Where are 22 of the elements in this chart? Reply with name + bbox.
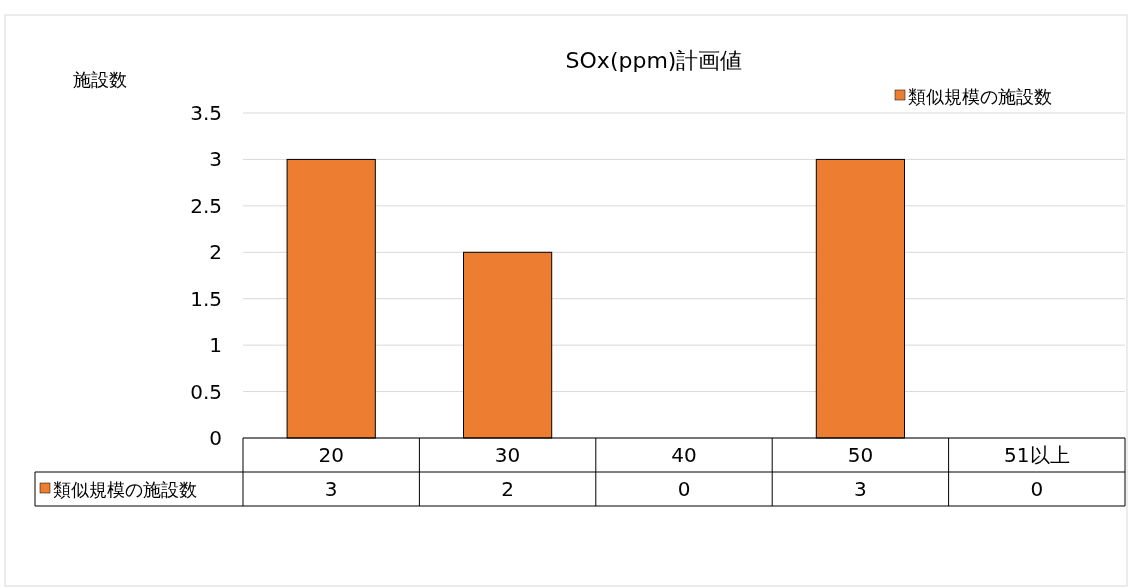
legend-label: 類似規模の施設数 [908,86,1052,107]
y-tick-label: 1.5 [190,286,222,311]
y-tick-label: 1 [209,333,222,358]
chart-title: SOx(ppm)計画値 [565,48,743,73]
data-label: 3 [854,477,867,501]
x-tick-label: 40 [671,443,697,467]
legend-key: 類似規模の施設数 [39,479,197,500]
y-tick-label: 0 [209,426,222,450]
y-tick-label: 3 [209,147,222,172]
y-tick-label: 2 [209,240,222,265]
data-label: 2 [501,477,514,501]
y-tick-label: 2.5 [190,193,222,218]
x-tick-label: 30 [494,443,521,467]
x-tick-label: 51以上 [1004,443,1070,467]
y-axis-title: 施設数 [73,69,127,90]
y-tick-label: 3.5 [190,101,222,125]
data-label: 0 [677,477,691,501]
y-tick-label: 0.5 [190,379,222,404]
data-label: 3 [324,477,338,501]
x-tick-label: 50 [847,443,874,467]
x-tick-label: 20 [318,443,344,467]
data-label: 0 [1030,477,1044,501]
